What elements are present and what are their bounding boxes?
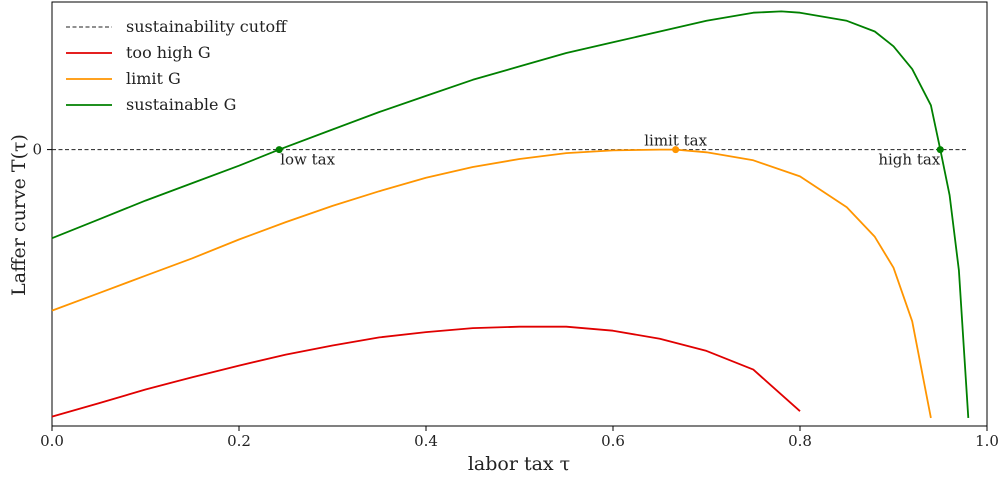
legend: sustainability cutoff too high G limit G su… (66, 17, 288, 114)
y-axis-label: Laffer curve T(τ) (8, 134, 30, 296)
x-tick-label: 0.6 (601, 432, 625, 450)
annotation-high-tax: high tax (878, 151, 940, 169)
legend-entry-label: too high G (126, 43, 211, 62)
annotations-group: low tax limit tax high tax (280, 132, 941, 169)
plot-frame (51, 1, 988, 427)
x-tick-label: 0.2 (227, 432, 251, 450)
legend-entry-label: sustainability cutoff (126, 17, 288, 36)
annotation-limit-tax: limit tax (644, 132, 707, 150)
x-tick-label: 1.0 (975, 432, 999, 450)
tax-point (936, 146, 944, 154)
axes-group: 0.0 0.2 0.4 0.6 0.8 1.0 0 (32, 1, 999, 450)
series-line-sustainable-g (51, 10, 970, 418)
x-tick-label: 0.0 (40, 432, 64, 450)
annotation-low-tax: low tax (280, 151, 335, 169)
legend-entry-label: limit G (126, 69, 181, 88)
series-group (51, 10, 970, 419)
y-tick-label: 0 (32, 141, 42, 159)
series-line-limit-g (51, 148, 932, 419)
x-tick-label: 0.8 (788, 432, 812, 450)
tax-point (275, 146, 283, 154)
tax-point (672, 146, 680, 154)
x-axis-label: labor tax τ (468, 453, 570, 475)
points-group (275, 146, 944, 154)
series-line-too-high-g (51, 325, 801, 418)
x-tick-label: 0.4 (414, 432, 438, 450)
legend-entry-label: sustainable G (126, 95, 236, 114)
